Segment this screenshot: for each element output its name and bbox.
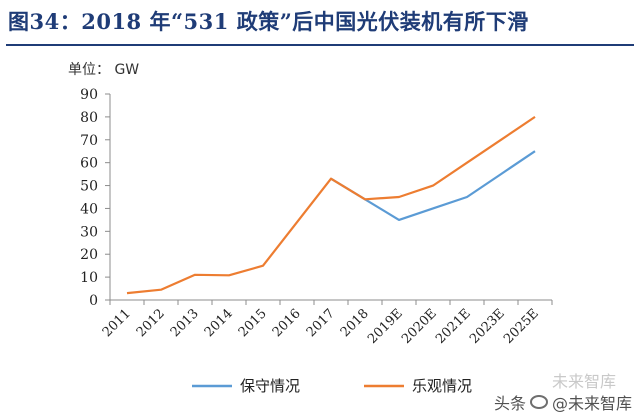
x-tick-label: 2025E (501, 306, 542, 347)
y-tick-label: 80 (80, 110, 98, 126)
watermark: 头条 @未来智库 (494, 390, 632, 414)
wechat-icon (529, 395, 548, 409)
x-tick-label: 2012 (134, 306, 168, 340)
y-tick-label: 70 (80, 133, 98, 149)
watermark-handle: @未来智库 (551, 394, 632, 413)
x-tick-label: 2016 (270, 306, 304, 340)
watermark-ghost: 未来智库 (551, 372, 616, 391)
y-tick-label: 40 (80, 201, 98, 217)
x-tick-label: 2015 (236, 306, 270, 340)
x-tick-label: 2014 (202, 306, 236, 340)
legend-conservative-label: 保守情况 (240, 377, 300, 395)
x-tick-label: 2013 (168, 306, 202, 340)
x-tick-label: 2019E (365, 306, 406, 347)
x-tick-label: 2011 (100, 306, 134, 340)
y-tick-label: 0 (89, 293, 98, 309)
legend-optimistic-label: 乐观情况 (412, 377, 472, 395)
y-tick-label: 30 (80, 224, 98, 240)
x-tick-label: 2021E (433, 306, 474, 347)
x-tick-label: 2017 (304, 306, 338, 340)
watermark-prefix: 头条 (493, 394, 526, 413)
y-tick-label: 90 (80, 87, 98, 103)
y-tick-label: 60 (80, 156, 98, 172)
y-tick-label: 20 (80, 247, 98, 263)
y-unit-label: 单位： GW (68, 62, 139, 78)
x-tick-label: 2020E (399, 306, 440, 347)
y-tick-label: 50 (80, 179, 98, 195)
x-tick-label: 2023E (467, 306, 508, 347)
chart-title: 图34：2018 年“531 政策”后中国光伏装机有所下滑 (8, 9, 529, 34)
series-line-optimistic (126, 115, 536, 295)
title-divider (6, 44, 634, 46)
y-tick-label: 10 (80, 270, 98, 286)
